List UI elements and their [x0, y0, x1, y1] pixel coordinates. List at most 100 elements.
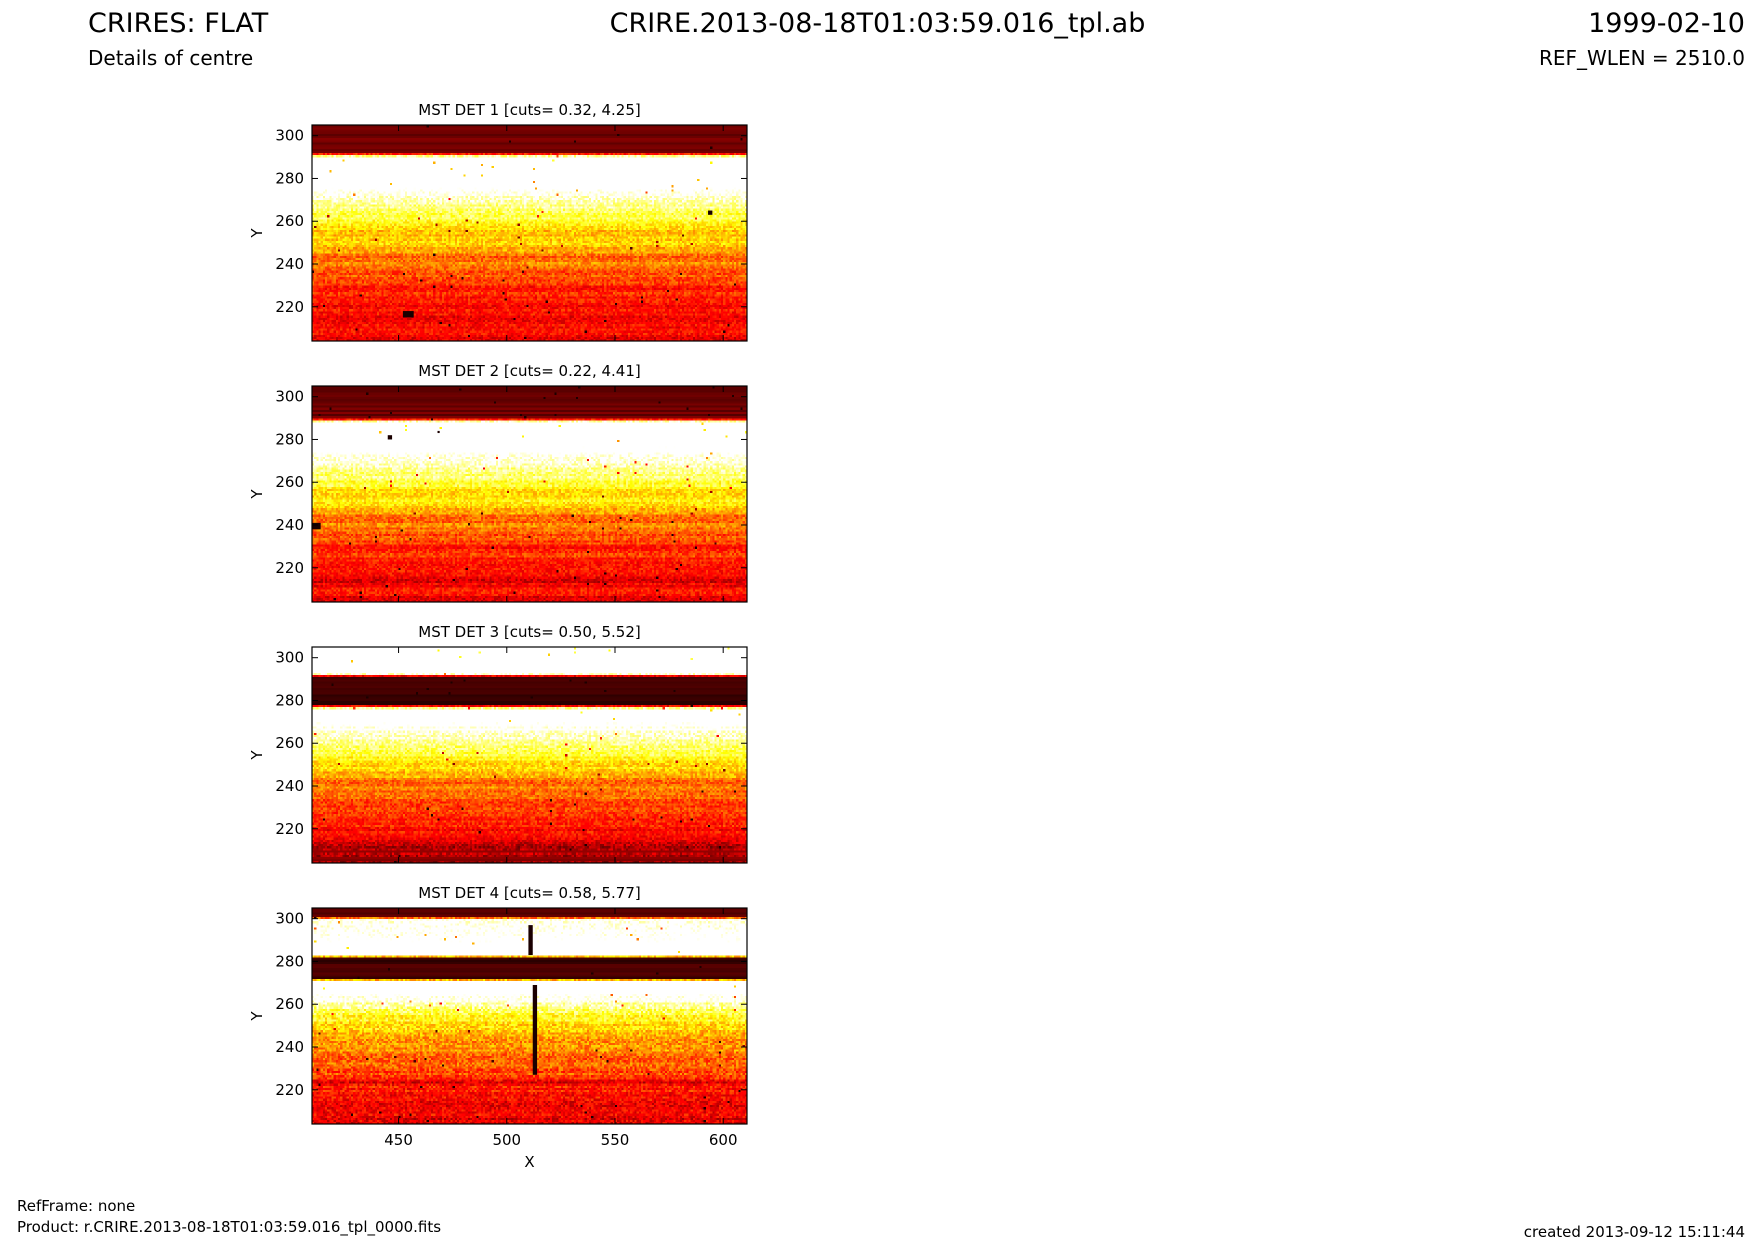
heatmap-cell [472, 337, 474, 339]
heatmap-cell [496, 335, 498, 337]
heatmap-cell [637, 337, 639, 339]
heatmap-cell [494, 335, 496, 337]
heatmap-cell [386, 335, 388, 337]
heatmap-cell [474, 337, 476, 339]
heatmap-cell [440, 337, 442, 339]
heatmap-cell [660, 337, 662, 339]
heatmap-cell [704, 337, 706, 339]
heatmap-cell [314, 337, 316, 339]
heatmap-cell [498, 335, 500, 337]
heatmap-cell [390, 335, 392, 337]
heatmap-cell [570, 337, 572, 339]
heatmap-cell [578, 337, 580, 339]
heatmap-cell [652, 337, 654, 339]
heatmap-cell [498, 337, 500, 339]
heatmap-cell [572, 337, 574, 339]
heatmap-cell [502, 337, 504, 339]
heatmap-cell [355, 335, 357, 337]
heatmap-cell [327, 337, 329, 339]
heatmap-cell [375, 337, 377, 339]
heatmap-cell [591, 337, 593, 339]
heatmap-cell [604, 337, 606, 339]
heatmap-cell [416, 335, 418, 337]
heatmap-cell [546, 337, 548, 339]
heatmap-cell [340, 335, 342, 337]
heatmap-cell [472, 335, 474, 337]
heatmap-cell [409, 337, 411, 339]
heatmap-cell [334, 337, 336, 339]
heatmap-cell [682, 337, 684, 339]
heatmap-cell [321, 335, 323, 337]
heatmap-cell [710, 337, 712, 339]
heatmap-cell [479, 337, 481, 339]
heatmap-cell [667, 337, 669, 339]
heatmap-cell [470, 337, 472, 339]
heatmap-cell [381, 337, 383, 339]
heatmap-cell [634, 337, 636, 339]
heatmap-cell [470, 335, 472, 337]
heatmap-cell [528, 337, 530, 339]
heatmap-cell [466, 335, 468, 337]
heatmap-cell [596, 337, 598, 339]
heatmap-cell [643, 337, 645, 339]
heatmap-cell [409, 335, 411, 337]
heatmap-cell [373, 337, 375, 339]
heatmap-cell [329, 337, 331, 339]
heatmap-cell [342, 337, 344, 339]
heatmap-cell [533, 337, 535, 339]
heatmap-cell [574, 337, 576, 339]
heatmap-cell [448, 335, 450, 337]
heatmap-cell [433, 335, 435, 337]
heatmap-cell [347, 337, 349, 339]
heatmap-cell [624, 337, 626, 339]
heatmap-cell [344, 335, 346, 337]
heatmap-cell [611, 337, 613, 339]
heatmap-cell [451, 337, 453, 339]
heatmap-cell [351, 337, 353, 339]
heatmap-cell [344, 337, 346, 339]
heatmap-cell [420, 335, 422, 337]
heatmap-cell [453, 337, 455, 339]
heatmap-cell [368, 337, 370, 339]
heatmap-cell [639, 337, 641, 339]
heatmap-cell [366, 337, 368, 339]
heatmap-cell [357, 337, 359, 339]
heatmap-cell [366, 335, 368, 337]
heatmap-cell [401, 337, 403, 339]
heatmap-cell [444, 335, 446, 337]
heatmap-cell [401, 335, 403, 337]
heatmap-cell [414, 335, 416, 337]
heatmap-cell [379, 337, 381, 339]
heatmap-cell [479, 335, 481, 337]
heatmap-cell [550, 337, 552, 339]
heatmap-cell [487, 335, 489, 337]
heatmap-cell [329, 335, 331, 337]
heatmap-cell [362, 337, 364, 339]
heatmap-cell [695, 337, 697, 339]
heatmap-cell [342, 335, 344, 337]
heatmap-cell [673, 337, 675, 339]
heatmap-cell [377, 337, 379, 339]
heatmap-cell [349, 337, 351, 339]
heatmap-cell [444, 337, 446, 339]
heatmap-cell [715, 337, 717, 339]
heatmap-cell [435, 335, 437, 337]
heatmap-cell [494, 337, 496, 339]
heatmap-cell [645, 337, 647, 339]
heatmap-cell [381, 335, 383, 337]
heatmap-cell [468, 337, 470, 339]
heatmap-cell [589, 337, 591, 339]
heatmap-cell [580, 337, 582, 339]
heatmap-cell [725, 337, 727, 339]
heatmap-cell [392, 337, 394, 339]
heatmap-panel-1: MST DET 1 [cuts= 0.32, 4.25]220240260280… [248, 101, 747, 341]
heatmap-cell [461, 335, 463, 337]
heatmap-cell [403, 337, 405, 339]
heatmap-cell [360, 335, 362, 337]
heatmap-cell [736, 337, 738, 339]
heatmap-cell [474, 335, 476, 337]
heatmap-cell [606, 337, 608, 339]
heatmap-cell [663, 337, 665, 339]
heatmap-cell [327, 335, 329, 337]
heatmap-cell [583, 337, 585, 339]
